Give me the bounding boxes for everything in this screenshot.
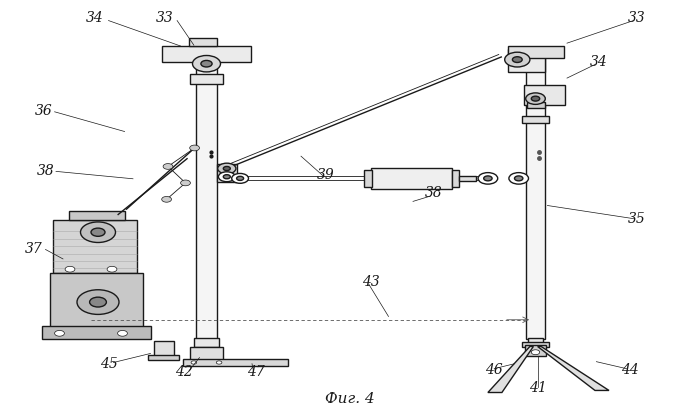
Circle shape (484, 176, 492, 181)
Circle shape (218, 172, 235, 182)
Bar (458, 176, 476, 181)
Bar (190, 347, 223, 360)
Bar (364, 170, 372, 187)
Circle shape (163, 164, 173, 169)
Bar (162, 46, 251, 62)
Circle shape (216, 361, 222, 364)
Circle shape (505, 52, 530, 67)
Bar (183, 359, 288, 366)
Text: 45: 45 (99, 357, 118, 371)
Text: 47: 47 (246, 365, 265, 379)
Circle shape (223, 175, 230, 179)
Circle shape (512, 57, 522, 62)
Bar (508, 49, 545, 72)
Bar (526, 53, 545, 339)
Circle shape (514, 176, 523, 181)
Bar (194, 338, 219, 347)
Circle shape (531, 350, 540, 355)
Circle shape (77, 290, 119, 314)
Bar (196, 62, 217, 339)
Circle shape (237, 176, 244, 180)
Bar (528, 338, 543, 344)
Circle shape (223, 166, 230, 171)
Circle shape (80, 222, 116, 242)
Text: 42: 42 (175, 365, 193, 379)
Polygon shape (488, 346, 533, 393)
Bar (524, 85, 565, 105)
Bar (42, 326, 150, 339)
Circle shape (190, 145, 200, 151)
Text: 35: 35 (628, 212, 646, 226)
Circle shape (509, 173, 528, 184)
Circle shape (218, 163, 236, 174)
Circle shape (181, 180, 190, 186)
Bar (50, 273, 143, 327)
Text: 36: 36 (34, 104, 52, 118)
Text: 39: 39 (316, 168, 335, 182)
Text: 43: 43 (362, 275, 380, 289)
Text: 41: 41 (528, 381, 547, 395)
Text: 34: 34 (589, 55, 608, 69)
Bar (525, 345, 546, 356)
Circle shape (193, 55, 220, 72)
Bar (371, 168, 452, 189)
Bar (527, 102, 545, 108)
Bar (508, 46, 564, 58)
Text: 38: 38 (425, 186, 443, 200)
Bar (154, 341, 174, 358)
Bar (217, 164, 237, 182)
Bar (522, 116, 549, 123)
Bar (69, 211, 125, 220)
Bar (189, 38, 217, 46)
Circle shape (531, 96, 540, 101)
Bar (452, 170, 458, 187)
Circle shape (91, 228, 105, 236)
Text: 46: 46 (484, 363, 503, 377)
Circle shape (191, 361, 197, 364)
Bar (190, 74, 223, 84)
Circle shape (90, 297, 106, 307)
Bar (52, 220, 136, 273)
Circle shape (232, 173, 248, 183)
Text: 34: 34 (85, 12, 104, 25)
Circle shape (201, 60, 212, 67)
Circle shape (55, 330, 64, 336)
Text: Фиг. 4: Фиг. 4 (325, 392, 375, 406)
Text: 37: 37 (25, 242, 43, 256)
Text: 38: 38 (36, 164, 55, 178)
Circle shape (65, 266, 75, 272)
Bar (522, 342, 549, 347)
Bar (148, 355, 179, 360)
Text: 33: 33 (628, 12, 646, 25)
Circle shape (107, 266, 117, 272)
Circle shape (162, 196, 172, 202)
Text: 33: 33 (155, 12, 174, 25)
Polygon shape (538, 346, 609, 390)
Circle shape (118, 330, 127, 336)
Circle shape (526, 93, 545, 104)
Circle shape (478, 173, 498, 184)
Text: 44: 44 (621, 363, 639, 377)
